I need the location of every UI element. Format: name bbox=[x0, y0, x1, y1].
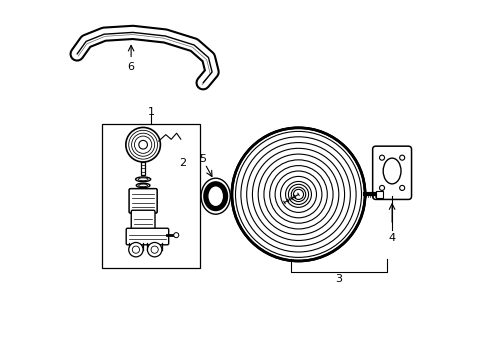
Bar bbox=[375, 191, 382, 198]
Text: 5: 5 bbox=[199, 154, 206, 164]
Circle shape bbox=[173, 233, 179, 238]
FancyBboxPatch shape bbox=[126, 228, 168, 245]
Text: 3: 3 bbox=[335, 274, 342, 284]
FancyBboxPatch shape bbox=[372, 146, 411, 199]
Circle shape bbox=[125, 127, 160, 162]
Text: 6: 6 bbox=[127, 62, 134, 72]
Text: 4: 4 bbox=[388, 233, 395, 243]
Ellipse shape bbox=[207, 186, 223, 207]
Circle shape bbox=[147, 243, 162, 257]
Circle shape bbox=[379, 155, 384, 160]
Ellipse shape bbox=[135, 177, 150, 182]
FancyBboxPatch shape bbox=[131, 210, 155, 231]
Bar bbox=[141, 162, 145, 175]
Bar bbox=[102, 124, 199, 268]
Ellipse shape bbox=[201, 178, 230, 214]
Circle shape bbox=[231, 128, 365, 261]
FancyBboxPatch shape bbox=[129, 189, 157, 213]
Circle shape bbox=[399, 185, 404, 190]
Text: 2: 2 bbox=[179, 158, 186, 168]
Text: 1: 1 bbox=[147, 107, 154, 117]
Circle shape bbox=[139, 140, 147, 149]
Ellipse shape bbox=[205, 184, 225, 209]
Ellipse shape bbox=[136, 183, 150, 188]
Circle shape bbox=[379, 185, 384, 190]
Circle shape bbox=[128, 243, 143, 257]
Circle shape bbox=[399, 155, 404, 160]
